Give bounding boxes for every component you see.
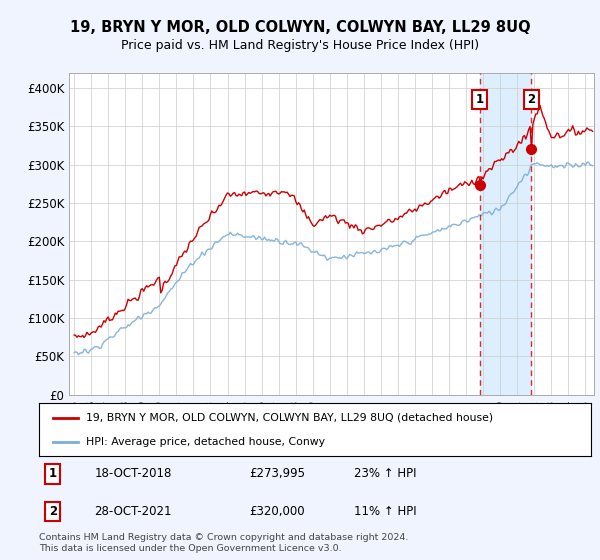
Text: Contains HM Land Registry data © Crown copyright and database right 2024.
This d: Contains HM Land Registry data © Crown c… bbox=[39, 533, 409, 553]
Text: HPI: Average price, detached house, Conwy: HPI: Average price, detached house, Conw… bbox=[86, 437, 325, 447]
Text: £320,000: £320,000 bbox=[249, 505, 304, 518]
Text: 18-OCT-2018: 18-OCT-2018 bbox=[94, 468, 172, 480]
Text: 28-OCT-2021: 28-OCT-2021 bbox=[94, 505, 172, 518]
Text: 11% ↑ HPI: 11% ↑ HPI bbox=[353, 505, 416, 518]
Text: Price paid vs. HM Land Registry's House Price Index (HPI): Price paid vs. HM Land Registry's House … bbox=[121, 39, 479, 52]
Bar bbox=[480, 73, 532, 395]
Text: 1: 1 bbox=[476, 93, 484, 106]
Text: 19, BRYN Y MOR, OLD COLWYN, COLWYN BAY, LL29 8UQ (detached house): 19, BRYN Y MOR, OLD COLWYN, COLWYN BAY, … bbox=[86, 413, 493, 423]
Text: 2: 2 bbox=[527, 93, 536, 106]
Text: £273,995: £273,995 bbox=[249, 468, 305, 480]
Text: 2: 2 bbox=[49, 505, 57, 518]
Text: 23% ↑ HPI: 23% ↑ HPI bbox=[353, 468, 416, 480]
Text: 1: 1 bbox=[49, 468, 57, 480]
Text: 19, BRYN Y MOR, OLD COLWYN, COLWYN BAY, LL29 8UQ: 19, BRYN Y MOR, OLD COLWYN, COLWYN BAY, … bbox=[70, 20, 530, 35]
